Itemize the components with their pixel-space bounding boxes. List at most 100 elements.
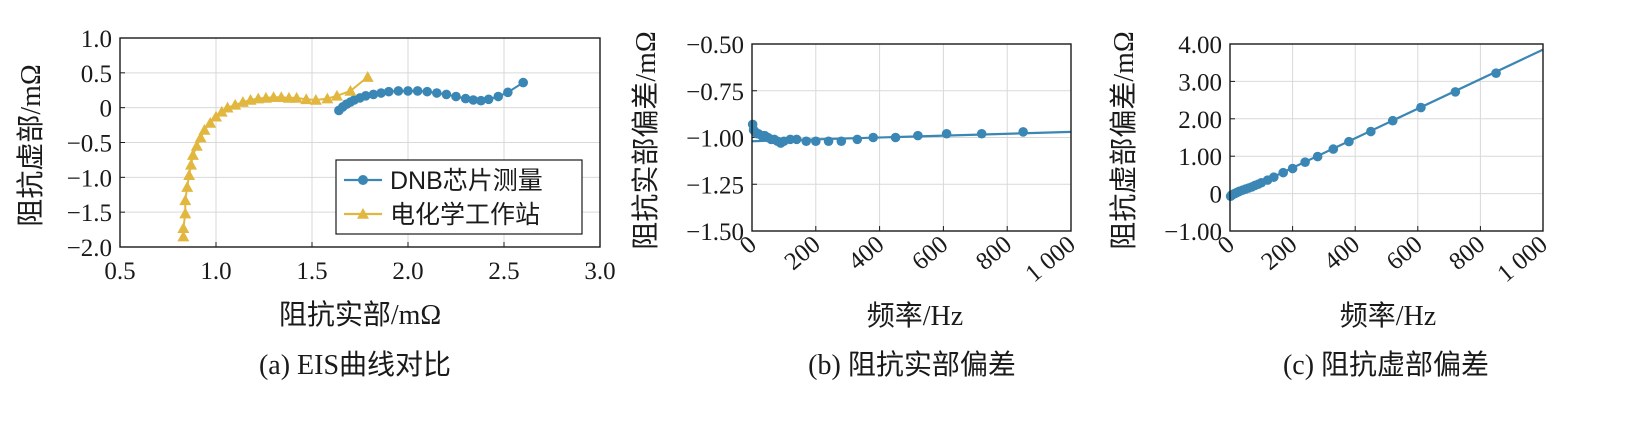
data-point	[1278, 167, 1289, 178]
x-tick-label: 800	[1444, 231, 1490, 276]
data-point	[194, 131, 207, 143]
y-tick-label: −1.0	[67, 165, 112, 192]
data-point	[1312, 151, 1323, 162]
data-point	[309, 94, 322, 105]
y-tick-label: 2.00	[1178, 107, 1222, 134]
data-point	[186, 149, 199, 160]
axes-frame	[751, 43, 1072, 232]
x-tick-label: 400	[843, 231, 889, 276]
x-tick-label: 600	[1382, 231, 1428, 276]
data-point	[791, 134, 802, 145]
data-point	[361, 71, 374, 82]
x-tick-label: 200	[1256, 231, 1302, 276]
data-point	[801, 136, 812, 147]
data-point	[330, 89, 343, 101]
y-tick-label: −0.5	[67, 131, 112, 158]
data-point	[282, 91, 295, 103]
data-point	[432, 88, 442, 98]
data-point	[913, 130, 923, 141]
data-point	[215, 105, 228, 117]
data-point	[1416, 102, 1426, 113]
y-tick-label: 4.00	[1178, 32, 1222, 59]
data-point	[518, 77, 528, 88]
y-axis-label: 阻抗实部偏差/mΩ	[630, 31, 662, 249]
data-point	[422, 86, 433, 97]
chart-panel-1: 0.5 1.0 1.5 2.0 2.5 3.0 1.0 0.5 0 −0.5 −1.0 −1.5 −2.…	[15, 26, 616, 381]
data-point	[1328, 144, 1339, 154]
data-point	[468, 95, 479, 105]
y-tick-label: −2.0	[67, 235, 112, 262]
y-tick-label: −1.00	[686, 126, 744, 153]
data-point	[368, 89, 379, 100]
legend-box	[335, 159, 583, 235]
data-point	[868, 132, 879, 143]
x-tick-label: 600	[907, 231, 953, 276]
data-point	[344, 84, 357, 96]
data-point	[177, 230, 190, 242]
y-tick-label: 0	[1210, 182, 1223, 209]
data-point	[412, 86, 423, 96]
data-point	[177, 222, 190, 233]
panel-caption: (a) EIS曲线对比	[259, 349, 451, 381]
data-point	[179, 194, 192, 206]
data-point	[451, 91, 461, 102]
axes-frame	[1229, 43, 1544, 232]
data-point	[204, 116, 217, 128]
panel-caption: (c) 阻抗虚部偏差	[1283, 349, 1489, 381]
data-point	[321, 92, 334, 104]
panel-caption: (b) 阻抗实部偏差	[808, 349, 1016, 381]
chart-panel-3: 0 200 400 600 800 1 0004.003.002.001.000−1.00…	[1108, 31, 1553, 381]
y-tick-label: 1.00	[1178, 144, 1222, 171]
x-tick-label: 0.5	[104, 258, 135, 285]
y-tick-label: −1.5	[67, 200, 112, 227]
data-point	[1287, 163, 1298, 174]
y-tick-label: −1.50	[686, 219, 744, 246]
data-point	[183, 169, 196, 181]
x-tick-label: 1.0	[200, 258, 231, 285]
data-point	[1300, 157, 1310, 167]
data-point	[836, 136, 847, 147]
x-tick-label: 2.5	[488, 258, 519, 285]
axes-frame	[119, 37, 601, 248]
data-point	[384, 86, 394, 97]
data-point	[198, 123, 211, 135]
x-tick-label: 3.0	[584, 258, 615, 285]
chart-panel-2: 0 200 400 600 800 1 000−0.50−0.75−1.00−1.25−1…	[630, 31, 1081, 381]
data-point	[503, 87, 513, 98]
data-point	[852, 134, 863, 145]
legend-marker	[358, 175, 368, 185]
data-point	[476, 95, 486, 106]
y-tick-label: −1.00	[1164, 219, 1222, 246]
x-tick-label: 2.0	[392, 258, 423, 285]
legend-marker	[357, 208, 369, 219]
x-tick-label: 800	[971, 231, 1017, 276]
data-point	[1344, 136, 1354, 147]
data-point	[179, 207, 192, 219]
data-point	[185, 158, 198, 170]
data-point	[1387, 115, 1398, 126]
y-tick-label: −1.25	[686, 172, 744, 199]
data-point	[181, 181, 194, 192]
x-axis-label: 频率/Hz	[1340, 300, 1436, 332]
data-point	[1269, 172, 1279, 182]
data-point	[1018, 127, 1028, 137]
data-point	[441, 89, 452, 100]
data-point	[360, 91, 371, 101]
y-tick-label: 1.0	[81, 26, 112, 53]
data-point	[941, 128, 952, 139]
y-tick-label: 3.00	[1178, 69, 1222, 96]
y-tick-label: 0.5	[81, 61, 112, 88]
data-point	[1366, 126, 1376, 137]
data-point	[823, 136, 834, 147]
data-point	[229, 98, 242, 110]
y-axis-label: 阻抗虚部偏差/mΩ	[1108, 31, 1140, 249]
data-point	[483, 94, 494, 105]
y-tick-label: −0.75	[686, 79, 744, 106]
legend-label: 电化学工作站	[390, 201, 540, 229]
y-tick-label: −0.50	[686, 32, 744, 59]
data-point	[1491, 68, 1501, 78]
data-point	[1450, 87, 1461, 97]
x-tick-label: 1 000	[1020, 231, 1080, 288]
